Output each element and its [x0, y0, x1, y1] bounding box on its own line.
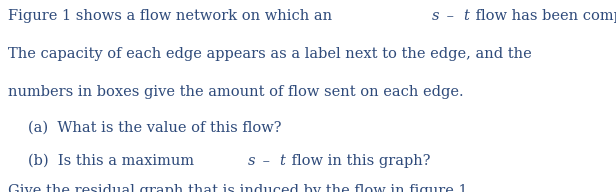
Text: flow in this graph?: flow in this graph?	[287, 154, 430, 168]
Text: s: s	[248, 154, 256, 168]
Text: The capacity of each edge appears as a label next to the edge, and the: The capacity of each edge appears as a l…	[8, 47, 532, 61]
Text: –: –	[257, 154, 274, 168]
Text: Figure 1 shows a flow network on which an: Figure 1 shows a flow network on which a…	[8, 9, 337, 23]
Text: s: s	[432, 9, 440, 23]
Text: numbers in boxes give the amount of flow sent on each edge.: numbers in boxes give the amount of flow…	[8, 85, 464, 99]
Text: (a)  What is the value of this flow?: (a) What is the value of this flow?	[28, 121, 282, 135]
Text: t: t	[279, 154, 285, 168]
Text: flow has been computed.: flow has been computed.	[471, 9, 616, 23]
Text: Give the residual graph that is induced by the flow in figure 1.: Give the residual graph that is induced …	[8, 184, 472, 192]
Text: (b)  Is this a maximum: (b) Is this a maximum	[28, 154, 198, 168]
Text: t: t	[463, 9, 469, 23]
Text: –: –	[442, 9, 458, 23]
